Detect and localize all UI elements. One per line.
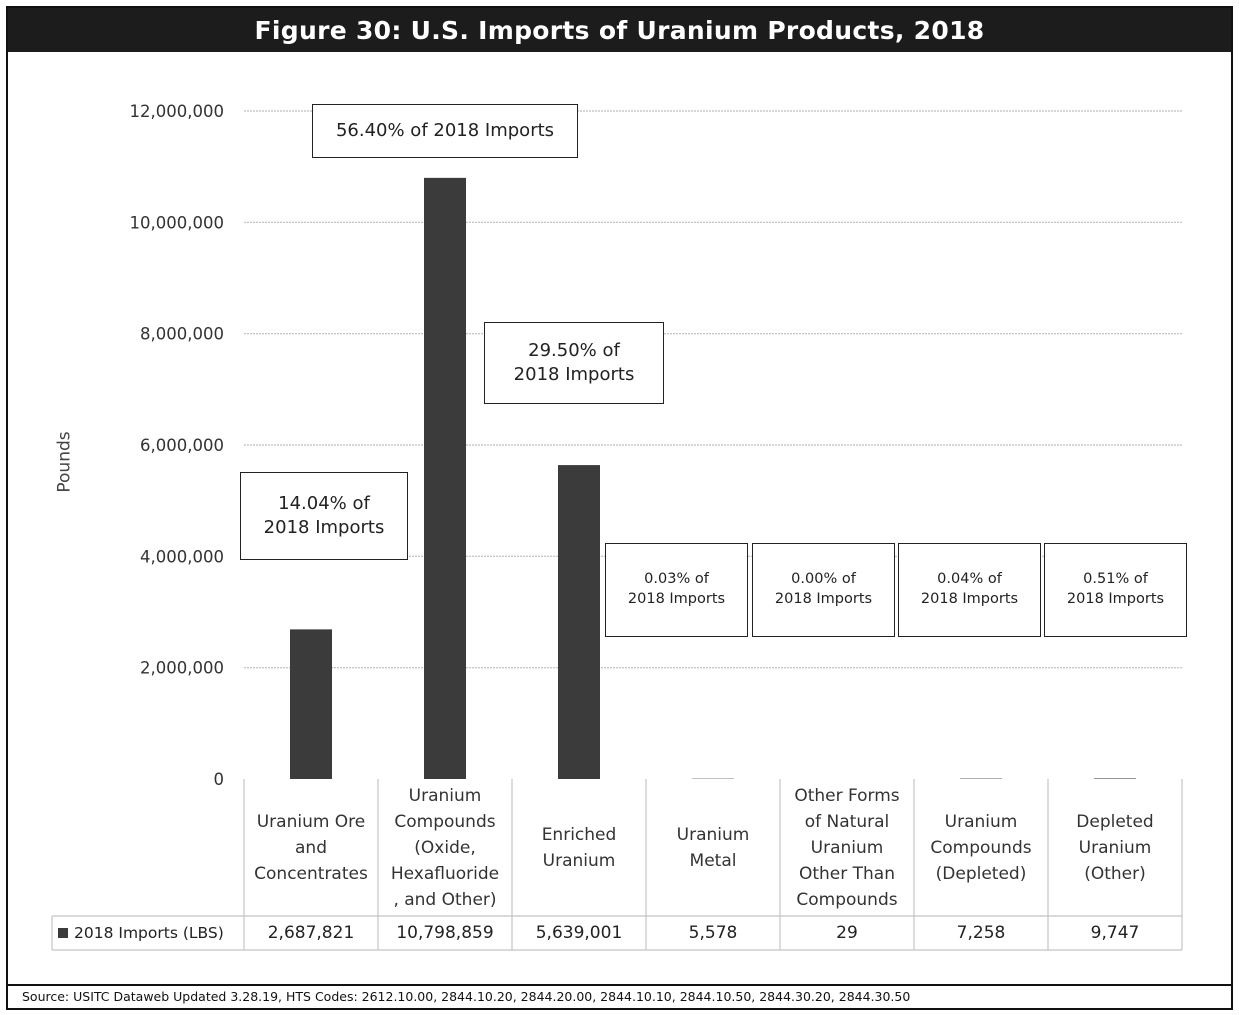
x-category-label: Uranium Metal <box>676 824 750 871</box>
data-table-value: 5,578 <box>688 923 738 943</box>
bar <box>424 177 466 779</box>
data-table-value: 9,747 <box>1090 923 1140 943</box>
y-tick-label: 8,000,000 <box>140 325 224 344</box>
share-annotation: 14.04% of 2018 Imports <box>240 472 408 560</box>
y-tick-label: 2,000,000 <box>140 659 224 678</box>
share-annotation: 0.51% of 2018 Imports <box>1044 543 1187 637</box>
x-category-label: Other Forms of Natural Uranium Other Tha… <box>794 785 900 910</box>
x-category-label: Uranium Compounds (Oxide, Hexafluoride ,… <box>390 785 500 910</box>
data-table-value: 2,687,821 <box>267 923 355 943</box>
data-table-value: 10,798,859 <box>396 923 494 943</box>
y-tick-label: 0 <box>214 770 225 789</box>
bar <box>1094 778 1136 779</box>
figure-title: Figure 30: U.S. Imports of Uranium Produ… <box>8 8 1231 52</box>
bar <box>290 629 332 779</box>
legend-label: 2018 Imports (LBS) <box>74 924 224 942</box>
legend-swatch <box>58 928 68 938</box>
y-tick-label: 6,000,000 <box>140 436 224 455</box>
data-table-value: 5,639,001 <box>535 923 623 943</box>
figure-frame: Figure 30: U.S. Imports of Uranium Produ… <box>6 6 1233 1010</box>
share-annotation: 0.00% of 2018 Imports <box>752 543 895 637</box>
data-table-value: 7,258 <box>956 923 1006 943</box>
x-category-label: Enriched Uranium <box>541 824 617 871</box>
y-tick-label: 12,000,000 <box>130 102 224 121</box>
share-annotation: 0.04% of 2018 Imports <box>898 543 1041 637</box>
y-tick-label: 4,000,000 <box>140 547 224 566</box>
x-category-label: Uranium Ore and Concentrates <box>254 811 368 884</box>
data-table-value: 29 <box>836 923 858 943</box>
source-divider <box>8 984 1231 986</box>
share-annotation: 29.50% of 2018 Imports <box>484 322 664 404</box>
bar <box>558 465 600 779</box>
share-annotation: 56.40% of 2018 Imports <box>312 104 578 158</box>
share-annotation: 0.03% of 2018 Imports <box>605 543 748 637</box>
y-axis-title: Pounds <box>54 431 75 493</box>
y-tick-label: 10,000,000 <box>130 213 224 232</box>
chart-canvas: 0 2,000,000 4,000,000 6,000,000 8,000,000 10,… <box>51 102 1183 951</box>
legend-series-label: 2018 Imports (LBS) <box>58 916 244 950</box>
source-note: Source: USITC Dataweb Updated 3.28.19, H… <box>22 989 911 1004</box>
x-category-label: Uranium Compounds (Depleted) <box>930 811 1032 884</box>
x-category-label: Depleted Uranium (Other) <box>1076 811 1154 884</box>
